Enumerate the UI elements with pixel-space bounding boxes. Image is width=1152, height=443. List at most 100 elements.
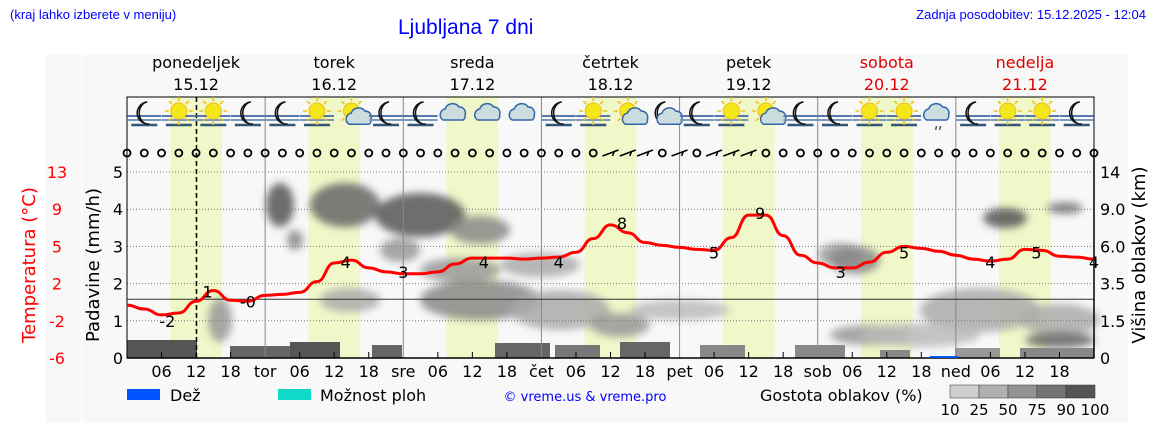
calm-wind-icon [692, 148, 702, 158]
colorbar-segment [1007, 384, 1038, 399]
daylight-band [308, 97, 361, 358]
cloud-height-tick: 9.0 [1100, 200, 1125, 219]
calm-wind-icon [295, 148, 305, 158]
cloud-density-blob [590, 313, 650, 337]
cloud-density-blob [208, 298, 232, 342]
moon-fog-icon [230, 101, 265, 127]
colorbar-tick: 50 [998, 401, 1017, 419]
sun-fog-icon [714, 97, 749, 127]
low-cloud-bar [555, 345, 600, 358]
colorbar-tick: 10 [940, 401, 959, 419]
day-name: sobota [860, 53, 914, 72]
wind-barb-icon [602, 149, 619, 157]
day-name: četrtek [582, 53, 640, 72]
calm-wind-icon [916, 148, 926, 158]
moon-fog-icon [403, 101, 438, 127]
cloud-density-blob [380, 238, 420, 262]
day-abbr-tick: ned [941, 362, 971, 381]
colorbar-segment [1036, 384, 1067, 399]
calm-wind-icon [467, 148, 477, 158]
temperature-value-label: 4 [341, 253, 351, 272]
low-cloud-bar [795, 345, 845, 358]
calm-wind-icon [502, 148, 512, 158]
rain-mark [930, 356, 958, 358]
page-title: Ljubljana 7 dni [398, 16, 534, 39]
temp-axis-panel [45, 55, 81, 423]
low-cloud-bar [495, 343, 550, 358]
sun-fog-icon [887, 97, 922, 127]
wind-barb-icon [619, 149, 637, 157]
hour-tick-label: 12 [600, 362, 620, 381]
copyright-link[interactable]: © vreme.us & vreme.pro [504, 390, 667, 405]
precip-tick: 5 [113, 163, 123, 182]
temperature-value-label: 5 [1031, 243, 1041, 262]
calm-wind-icon [226, 148, 236, 158]
calm-wind-icon [554, 148, 564, 158]
temperature-value-label: 3 [398, 263, 408, 282]
low-cloud-bar [372, 345, 402, 358]
sun-cloud-icon [613, 97, 649, 125]
low-cloud-bar [700, 345, 745, 358]
colorbar-tick: 100 [1081, 401, 1110, 419]
temperature-tick: 13 [47, 163, 67, 182]
cloud-density-blob [320, 288, 380, 312]
legend-rain-label: Dež [170, 386, 201, 405]
wind-barb-icon [671, 149, 688, 157]
calm-wind-icon [830, 148, 840, 158]
temperature-value-label: 8 [617, 214, 627, 233]
calm-wind-icon [1003, 148, 1013, 158]
colorbar-tick: 90 [1056, 401, 1075, 419]
day-name: torek [314, 53, 356, 72]
calm-wind-icon [865, 148, 874, 158]
precip-tick: 4 [113, 200, 123, 219]
calm-wind-icon [450, 148, 460, 158]
daylight-band [860, 97, 913, 358]
wind-barb-icon [636, 149, 654, 157]
temperature-tick: 9 [52, 200, 62, 219]
calm-wind-icon [847, 148, 857, 158]
calm-wind-icon [1089, 148, 1099, 158]
cloud-density-blob [510, 290, 610, 330]
calm-wind-icon [1072, 148, 1082, 158]
cloud-density-blob [983, 208, 1027, 228]
calm-wind-icon [433, 148, 443, 158]
day-date: 16.12 [311, 75, 357, 94]
day-abbr-tick: sre [391, 362, 415, 381]
legend-showers-label: Možnost ploh [320, 386, 426, 405]
temperature-value-label: 5 [899, 243, 909, 262]
cloud-height-tick: 6.0 [1100, 237, 1125, 256]
calm-wind-icon [1055, 148, 1064, 158]
cloud-icon [439, 103, 467, 121]
temperature-value-label: -2 [159, 312, 175, 331]
day-name: petek [726, 53, 772, 72]
hour-tick-label: 12 [462, 362, 482, 381]
cloud-density-blob [420, 258, 500, 282]
wind-barb-icon [723, 149, 740, 157]
sun-cloud-icon [751, 97, 787, 125]
hour-tick-label: 12 [324, 362, 344, 381]
precip-tick: 0 [113, 349, 123, 368]
calm-wind-icon [968, 148, 978, 158]
calm-wind-icon [1020, 148, 1030, 158]
cloud-drizzle-icon [923, 103, 950, 131]
calm-wind-icon [364, 148, 374, 158]
calm-wind-icon [537, 148, 546, 158]
day-date: 21.12 [1002, 75, 1048, 94]
hour-tick-label: 06 [842, 362, 862, 381]
cloud-density-blob [500, 253, 580, 277]
hour-tick-label: 06 [151, 362, 171, 381]
temperature-tick: 2 [52, 275, 62, 294]
calm-wind-icon [398, 148, 408, 158]
low-cloud-bar [290, 342, 340, 358]
calm-wind-icon [882, 148, 892, 158]
temperature-value-label: 4 [1089, 253, 1099, 272]
cloud-density-blob [1025, 332, 1095, 348]
colorbar-segment [949, 384, 980, 399]
precip-tick: 1 [113, 312, 123, 331]
moon-fog-icon [265, 101, 300, 127]
precip-axis-title: Padavine (mm/h) [83, 188, 104, 342]
calm-wind-icon [416, 148, 425, 158]
hour-tick-label: 12 [1015, 362, 1035, 381]
day-date: 20.12 [864, 75, 910, 94]
